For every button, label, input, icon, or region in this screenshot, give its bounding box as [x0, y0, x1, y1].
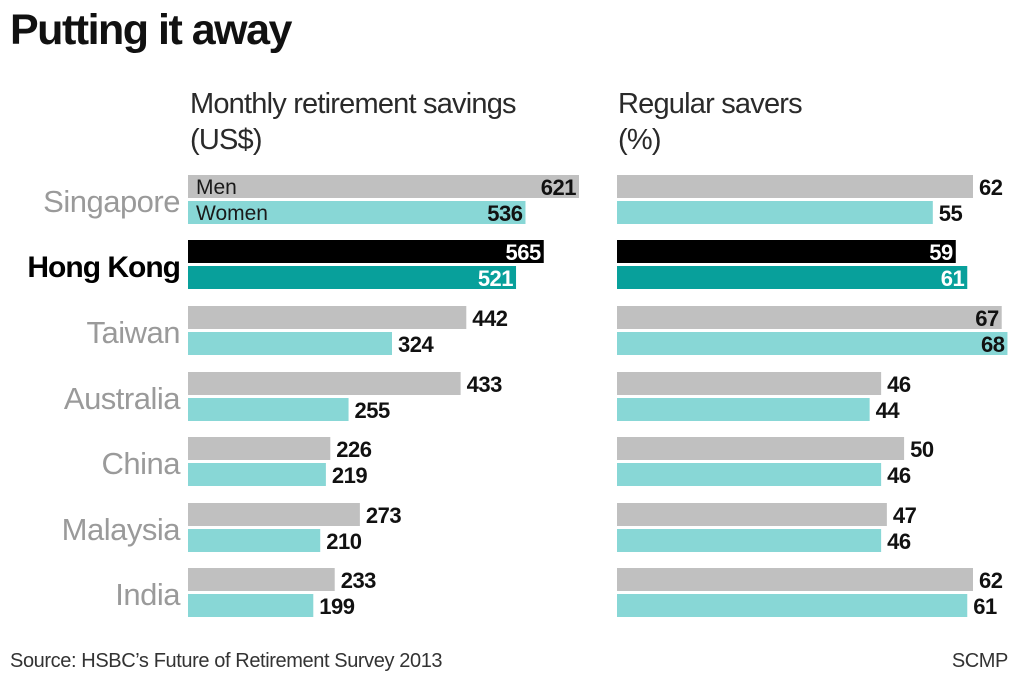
value-label: 59 — [929, 240, 953, 265]
bar-men — [188, 175, 579, 198]
value-label: 62 — [979, 568, 1003, 593]
value-label: 50 — [910, 437, 934, 462]
source-note: Source: HSBC’s Future of Retirement Surv… — [10, 650, 443, 672]
bar-men — [617, 372, 882, 395]
legend-women: Women — [196, 202, 268, 225]
bar-men — [188, 503, 360, 526]
legend-men: Men — [196, 176, 237, 199]
left-subtitle-line1: Monthly retirement savings — [190, 88, 517, 120]
value-label: 521 — [478, 266, 513, 291]
value-label: 67 — [975, 306, 999, 331]
bar-men — [188, 306, 467, 329]
right-subtitle-line1: Regular savers — [618, 88, 803, 120]
country-label: Malaysia — [62, 512, 182, 547]
country-label: Taiwan — [87, 315, 181, 350]
value-label: 61 — [973, 594, 997, 619]
value-label: 255 — [355, 398, 390, 423]
value-label: 61 — [941, 266, 965, 291]
value-label: 210 — [326, 529, 361, 554]
value-label: 565 — [506, 240, 541, 265]
bar-men — [188, 240, 544, 263]
bar-women — [617, 529, 882, 552]
value-label: 433 — [467, 372, 502, 397]
bar-women — [188, 594, 314, 617]
country-label: Australia — [64, 381, 181, 416]
bar-men — [617, 568, 973, 591]
value-label: 46 — [887, 529, 911, 554]
bar-women — [617, 398, 870, 421]
bar-women — [188, 201, 526, 224]
value-label: 44 — [876, 398, 901, 423]
bar-women — [617, 266, 968, 289]
value-label: 621 — [541, 175, 576, 200]
value-label: 324 — [398, 332, 434, 357]
right-subtitle-line2: (%) — [618, 124, 662, 156]
value-label: 46 — [887, 372, 911, 397]
value-label: 46 — [887, 463, 911, 488]
value-label: 536 — [487, 201, 522, 226]
bar-women — [188, 332, 392, 355]
value-label: 55 — [939, 201, 963, 226]
bar-women — [188, 398, 349, 421]
bar-men — [188, 437, 331, 460]
value-label: 219 — [332, 463, 367, 488]
value-label: 47 — [893, 503, 917, 528]
bar-women — [617, 201, 933, 224]
value-label: 233 — [341, 568, 376, 593]
bar-women — [617, 594, 968, 617]
value-label: 442 — [472, 306, 507, 331]
left-subtitle-line2: (US$) — [190, 124, 263, 156]
value-label: 226 — [336, 437, 371, 462]
bar-men — [617, 240, 956, 263]
value-label: 273 — [366, 503, 401, 528]
chart-title: Putting it away — [10, 6, 292, 54]
bar-men — [617, 503, 887, 526]
country-label: Hong Kong — [27, 251, 180, 284]
bar-men — [617, 306, 1002, 329]
country-label: China — [102, 446, 182, 481]
bar-women — [188, 529, 321, 552]
country-label: India — [115, 577, 181, 612]
bar-women — [617, 463, 882, 486]
country-label: Singapore — [43, 184, 180, 219]
bar-women — [617, 332, 1008, 355]
bar-men — [188, 372, 461, 395]
credit: SCMP — [951, 650, 1009, 672]
bar-men — [617, 437, 905, 460]
bar-women — [188, 266, 517, 289]
value-label: 62 — [979, 175, 1003, 200]
right-chart-subtitle: Regular savers (%) — [618, 86, 803, 158]
value-label: 68 — [981, 332, 1005, 357]
bar-men — [188, 568, 335, 591]
value-label: 199 — [319, 594, 354, 619]
bar-women — [188, 463, 326, 486]
left-chart-subtitle: Monthly retirement savings (US$) — [190, 86, 517, 158]
bar-men — [617, 175, 973, 198]
